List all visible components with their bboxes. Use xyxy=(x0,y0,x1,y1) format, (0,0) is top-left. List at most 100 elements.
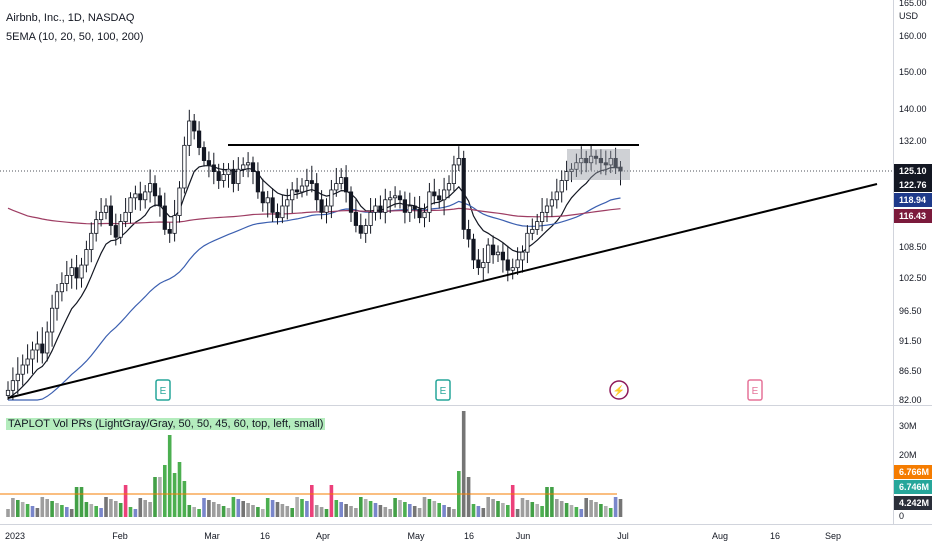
candle xyxy=(231,160,236,193)
volume-bar xyxy=(270,500,275,517)
volume-bar xyxy=(74,487,79,517)
volume-bar xyxy=(246,503,250,517)
candle xyxy=(79,257,84,288)
candle xyxy=(579,146,584,175)
volume-bar xyxy=(574,507,579,517)
candle xyxy=(584,150,589,173)
event-marker-split-dividend[interactable]: ⚡ xyxy=(609,380,629,400)
volume-bar xyxy=(221,506,226,517)
candle xyxy=(476,249,481,275)
price-badge: 125.10 xyxy=(894,164,932,178)
volume-bar xyxy=(618,499,623,517)
volume-bar xyxy=(496,501,500,517)
candle xyxy=(309,165,314,193)
time-tick-label: 16 xyxy=(770,531,780,541)
volume-bar xyxy=(55,503,59,517)
volume-bar xyxy=(241,501,245,517)
volume-bar xyxy=(608,508,613,517)
event-marker-earnings[interactable]: E xyxy=(155,379,171,401)
event-marker-earnings[interactable]: E xyxy=(435,379,451,401)
volume-bar xyxy=(589,500,593,517)
volume-bar xyxy=(476,506,481,517)
price-tick-label: 96.50 xyxy=(899,306,922,316)
candle xyxy=(319,190,324,220)
price-tick-label: 108.50 xyxy=(899,242,927,252)
candle xyxy=(192,114,197,140)
volume-bar xyxy=(45,499,49,517)
volume-bar xyxy=(383,507,388,517)
volume-bar xyxy=(559,501,564,517)
candle xyxy=(383,188,388,224)
volume-bar xyxy=(128,507,133,517)
volume-bar xyxy=(486,497,490,517)
candle xyxy=(118,213,123,245)
candle xyxy=(245,152,251,178)
candle xyxy=(128,192,133,224)
volume-tick-label: 30M xyxy=(899,421,917,431)
candle xyxy=(392,186,398,208)
volume-bar xyxy=(422,497,427,517)
ema-10-line xyxy=(7,164,621,399)
volume-bar xyxy=(212,502,216,517)
candle xyxy=(275,203,280,225)
candle xyxy=(574,153,579,177)
volume-bar xyxy=(310,485,314,517)
price-tick-label: 150.00 xyxy=(899,67,927,77)
candle xyxy=(456,146,461,171)
volume-bar xyxy=(79,487,84,517)
volume-badge: 4.242M xyxy=(894,496,932,510)
price-tick-label: 82.00 xyxy=(899,395,922,405)
candle xyxy=(64,260,69,292)
volume-bar xyxy=(530,502,535,517)
candle xyxy=(368,197,373,234)
candle xyxy=(162,192,167,235)
volume-bar xyxy=(251,505,255,517)
consolidation-box[interactable] xyxy=(567,149,630,180)
candle xyxy=(226,163,231,188)
volume-bar xyxy=(11,498,15,517)
candle xyxy=(520,245,525,273)
ema-lines xyxy=(7,164,621,401)
volume-tick-label: 0 xyxy=(899,511,904,521)
candle xyxy=(569,163,574,183)
volume-bar xyxy=(20,502,25,517)
volume-bar xyxy=(506,505,510,517)
event-markers: E E ⚡ E xyxy=(155,379,763,401)
event-label: E xyxy=(160,386,167,397)
candle xyxy=(113,213,118,246)
volume-bar xyxy=(138,498,143,517)
event-marker-earnings-upcoming[interactable]: E xyxy=(747,379,763,401)
volume-bar xyxy=(30,506,35,517)
volume-bar xyxy=(226,508,231,517)
candle xyxy=(123,197,128,228)
volume-bar xyxy=(207,500,211,517)
volume-bar xyxy=(153,477,157,517)
volume-bar xyxy=(172,473,177,517)
candle xyxy=(10,367,15,400)
candle xyxy=(598,149,604,175)
time-tick-label: Jul xyxy=(617,531,629,541)
price-badge-value: 116.43 xyxy=(899,211,926,221)
event-label: E xyxy=(440,386,447,397)
volume-bar xyxy=(290,508,294,517)
candle xyxy=(20,354,25,386)
volume-bar xyxy=(143,500,147,517)
candle xyxy=(294,177,300,199)
volume-bar xyxy=(368,501,373,517)
volume-bar xyxy=(324,509,329,517)
price-badge: 122.76 xyxy=(894,178,932,192)
ascending-trendline[interactable] xyxy=(7,183,878,399)
candle xyxy=(407,192,412,222)
volume-bar xyxy=(133,509,138,517)
volume-bar xyxy=(344,504,348,517)
volume-bar xyxy=(89,504,94,517)
candle xyxy=(525,225,530,264)
volume-bar xyxy=(50,501,54,517)
volume-bar xyxy=(594,502,598,517)
candle xyxy=(250,156,256,185)
candle xyxy=(290,182,295,214)
volume-bar xyxy=(545,487,549,517)
volume-badge: 6.746M xyxy=(894,480,932,494)
candle xyxy=(241,157,246,177)
